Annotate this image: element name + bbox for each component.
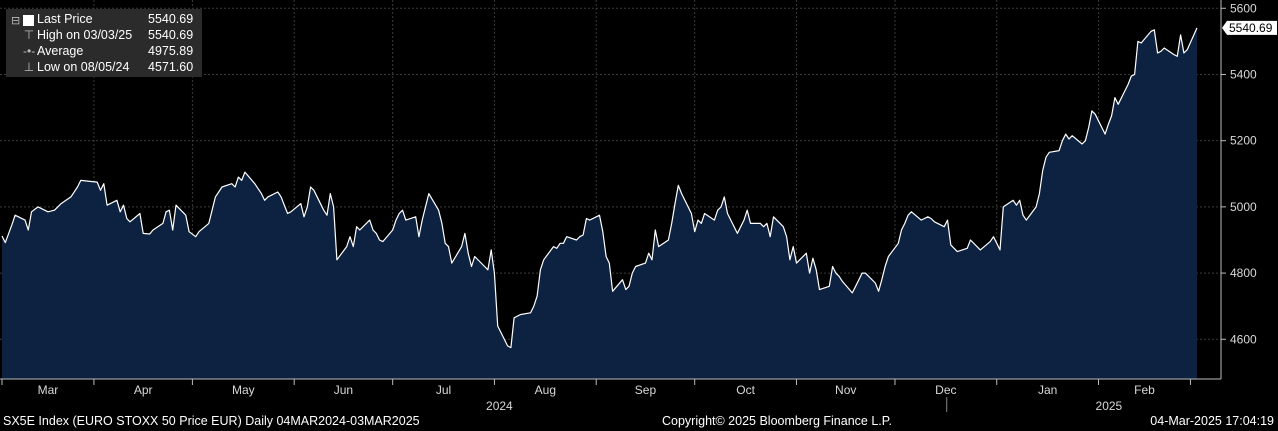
footer-security-info: SX5E Index (EURO STOXX 50 Price EUR) Dai… [3, 414, 420, 428]
collapse-icon[interactable]: ⊟ [11, 15, 21, 27]
price-area [2, 27, 1197, 380]
legend-item-average: -•- Average 4975.89 [6, 44, 202, 60]
x-tick-label: Jan [1038, 383, 1057, 397]
x-tick-label: Jul [436, 383, 451, 397]
x-tick-label: Dec [935, 383, 956, 397]
legend-label: Last Price [37, 12, 93, 26]
legend-box: ⊟ Last Price 5540.69 ⊤ High on 03/03/25 … [6, 9, 202, 77]
y-tick-label: 5600 [1230, 1, 1257, 15]
legend-label: Average [37, 44, 84, 58]
average-marker-icon: -•- [23, 44, 36, 58]
price-line [1, 27, 1198, 349]
last-price-marker [1222, 20, 1277, 35]
y-tick-label: 4800 [1230, 266, 1257, 280]
y-tick-label: 4600 [1230, 332, 1257, 346]
chart-axes: 4600 4800 5000 5200 5400 5600 Mar Apr May Jun Jul A… [0, 0, 1277, 413]
high-marker-icon: ⊤ [23, 28, 35, 42]
x-tick-label: Jun [334, 383, 353, 397]
y-tick-label: 5000 [1230, 200, 1257, 214]
x-tick-label: Sep [635, 383, 657, 397]
y-tick-label: 5200 [1230, 134, 1257, 148]
legend-item-last-price: ⊟ Last Price 5540.69 [6, 12, 202, 28]
x-tick-label: Feb [1134, 383, 1155, 397]
x-tick-label: Aug [535, 383, 556, 397]
legend-item-high: ⊤ High on 03/03/25 5540.69 [6, 28, 202, 44]
x-tick-label: Nov [835, 383, 856, 397]
legend-label: Low on 08/05/24 [37, 60, 130, 74]
x-tick-label: May [232, 383, 255, 397]
legend-value: 4975.89 [148, 44, 194, 58]
year-label: 2025 [1096, 399, 1123, 413]
legend-value: 5540.69 [148, 28, 194, 42]
legend-value: 4571.60 [148, 60, 194, 74]
x-tick-label: Apr [134, 383, 153, 397]
y-tick-label: 5400 [1230, 67, 1257, 81]
footer-timestamp: 04-Mar-2025 17:04:19 [1150, 414, 1274, 428]
low-marker-icon: ⊥ [23, 60, 35, 74]
year-label: 2024 [486, 399, 513, 413]
last-price-swatch-icon [23, 15, 34, 26]
plot-area [1, 27, 1198, 380]
last-price-label: 5540.69 [1229, 21, 1273, 35]
footer-copyright: Copyright© 2025 Bloomberg Finance L.P. [662, 414, 892, 428]
legend-label: High on 03/03/25 [37, 28, 133, 42]
legend-item-low: ⊥ Low on 08/05/24 4571.60 [6, 60, 202, 76]
x-tick-label: Oct [736, 383, 755, 397]
x-tick-label: Mar [38, 383, 59, 397]
legend-value: 5540.69 [148, 12, 194, 26]
